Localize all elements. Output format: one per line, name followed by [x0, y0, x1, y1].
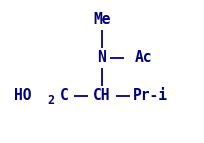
Text: Me: Me — [93, 12, 110, 27]
Text: N: N — [97, 50, 106, 65]
Text: HO: HO — [14, 89, 31, 104]
Text: 2: 2 — [47, 95, 54, 108]
Text: Ac: Ac — [134, 50, 152, 65]
Text: Pr-i: Pr-i — [132, 89, 167, 104]
Text: C: C — [60, 89, 68, 104]
Text: CH: CH — [93, 89, 110, 104]
